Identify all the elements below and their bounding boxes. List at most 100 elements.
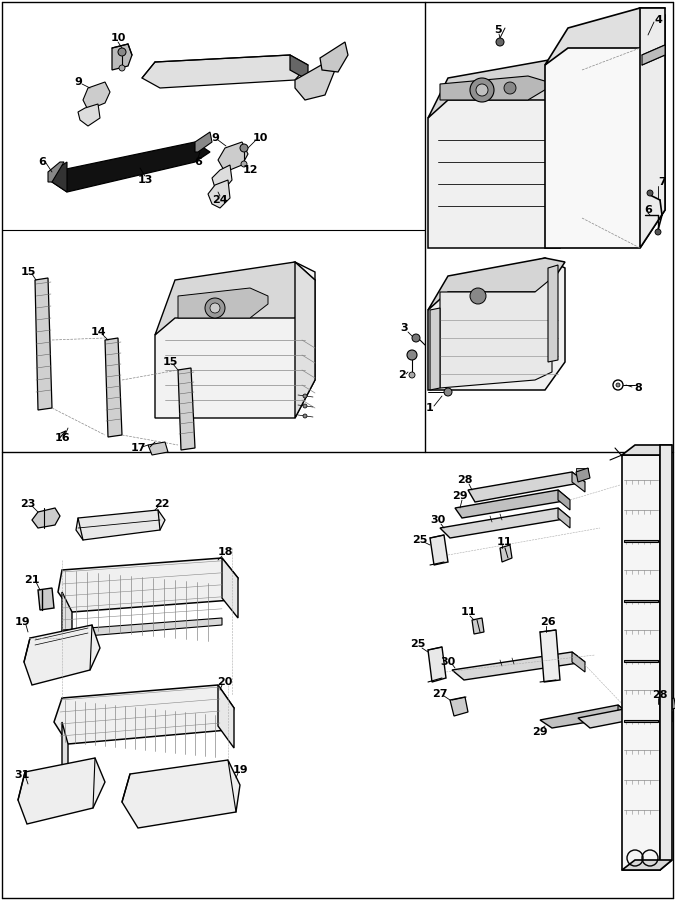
Text: 24: 24 (212, 195, 227, 205)
Circle shape (303, 414, 307, 418)
Text: 30: 30 (431, 515, 446, 525)
Polygon shape (212, 165, 232, 192)
Polygon shape (112, 44, 132, 70)
Polygon shape (622, 455, 660, 870)
Text: 21: 21 (24, 575, 40, 585)
Text: 16: 16 (54, 433, 70, 443)
Polygon shape (472, 618, 484, 634)
Polygon shape (62, 618, 222, 638)
Polygon shape (76, 510, 165, 540)
Circle shape (241, 161, 247, 167)
Polygon shape (624, 600, 658, 602)
Polygon shape (142, 55, 308, 88)
Polygon shape (640, 8, 665, 248)
Polygon shape (54, 685, 234, 744)
Circle shape (504, 82, 516, 94)
Polygon shape (218, 142, 248, 172)
Polygon shape (178, 288, 268, 318)
Text: 15: 15 (20, 267, 36, 277)
Text: 11: 11 (496, 537, 512, 547)
Text: 15: 15 (162, 357, 178, 367)
Text: 13: 13 (137, 175, 153, 185)
Circle shape (655, 229, 661, 235)
Polygon shape (558, 490, 570, 510)
Polygon shape (618, 705, 630, 725)
Circle shape (303, 394, 307, 398)
Polygon shape (455, 490, 570, 518)
Polygon shape (624, 720, 658, 722)
Polygon shape (428, 258, 565, 310)
Polygon shape (660, 698, 675, 712)
Bar (576, 468, 588, 472)
Circle shape (205, 298, 225, 318)
Text: 18: 18 (217, 547, 233, 557)
Text: 19: 19 (14, 617, 30, 627)
Polygon shape (428, 58, 582, 248)
Polygon shape (24, 625, 100, 685)
Polygon shape (500, 545, 512, 562)
Circle shape (470, 78, 494, 102)
Circle shape (616, 383, 620, 387)
Text: 25: 25 (410, 639, 426, 649)
Text: 30: 30 (440, 657, 456, 667)
Circle shape (470, 288, 486, 304)
Polygon shape (290, 55, 308, 80)
Bar (560, 212, 568, 217)
Text: 26: 26 (540, 617, 556, 627)
Bar (568, 204, 582, 208)
Circle shape (119, 65, 125, 71)
Text: 27: 27 (432, 689, 448, 699)
Polygon shape (62, 592, 72, 650)
Text: 2: 2 (398, 370, 406, 380)
Circle shape (412, 334, 420, 342)
Polygon shape (18, 758, 105, 824)
Bar (568, 218, 582, 222)
Polygon shape (122, 760, 240, 828)
Polygon shape (320, 42, 348, 72)
Text: 29: 29 (452, 491, 468, 501)
Circle shape (476, 84, 488, 96)
Polygon shape (545, 8, 665, 65)
Text: 17: 17 (130, 443, 146, 453)
Text: 5: 5 (494, 25, 502, 35)
Polygon shape (452, 652, 585, 680)
Text: 31: 31 (14, 770, 30, 780)
Text: 12: 12 (242, 165, 258, 175)
Text: 28: 28 (457, 475, 472, 485)
Polygon shape (295, 262, 315, 418)
Text: 1: 1 (426, 403, 434, 413)
Polygon shape (430, 308, 440, 390)
Text: 9: 9 (74, 77, 82, 87)
Polygon shape (450, 697, 468, 716)
Polygon shape (428, 258, 565, 390)
Text: 6: 6 (38, 157, 46, 167)
Polygon shape (222, 558, 238, 618)
Polygon shape (58, 558, 238, 612)
Circle shape (407, 350, 417, 360)
Circle shape (444, 388, 452, 396)
Polygon shape (208, 180, 230, 208)
Text: 6: 6 (644, 205, 652, 215)
Polygon shape (62, 722, 68, 785)
Polygon shape (32, 508, 60, 528)
Text: 22: 22 (155, 499, 169, 509)
Circle shape (496, 38, 504, 46)
Text: 6: 6 (194, 157, 202, 167)
Polygon shape (218, 685, 234, 748)
Text: 19: 19 (232, 765, 248, 775)
Polygon shape (578, 702, 672, 728)
Polygon shape (78, 104, 100, 126)
Polygon shape (622, 860, 672, 870)
Polygon shape (83, 82, 110, 110)
Circle shape (210, 303, 220, 313)
Polygon shape (178, 368, 195, 450)
Polygon shape (622, 445, 672, 455)
Polygon shape (548, 265, 558, 362)
Polygon shape (572, 652, 585, 672)
Polygon shape (540, 630, 560, 682)
Polygon shape (52, 142, 210, 192)
Polygon shape (195, 132, 212, 152)
Bar (560, 200, 568, 205)
Circle shape (409, 372, 415, 378)
Text: 8: 8 (634, 383, 642, 393)
